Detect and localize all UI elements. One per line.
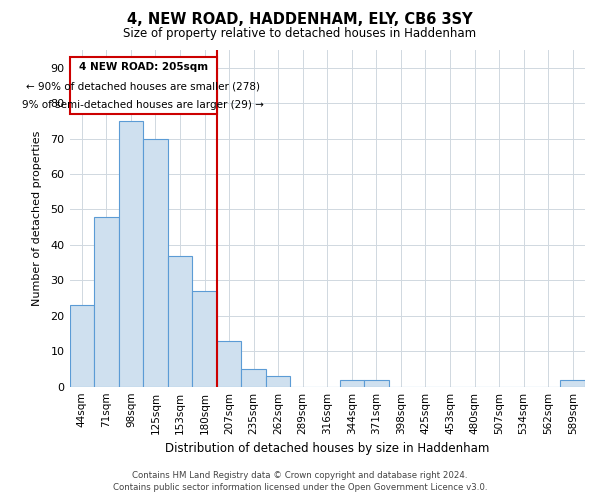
Bar bbox=[340, 380, 364, 386]
Text: Size of property relative to detached houses in Haddenham: Size of property relative to detached ho… bbox=[124, 28, 476, 40]
Text: Contains HM Land Registry data © Crown copyright and database right 2024.
Contai: Contains HM Land Registry data © Crown c… bbox=[113, 471, 487, 492]
Text: 9% of semi-detached houses are larger (29) →: 9% of semi-detached houses are larger (2… bbox=[22, 100, 264, 110]
Bar bbox=[70, 57, 217, 114]
Y-axis label: Number of detached properties: Number of detached properties bbox=[32, 130, 42, 306]
Bar bbox=[119, 121, 143, 386]
Text: 4 NEW ROAD: 205sqm: 4 NEW ROAD: 205sqm bbox=[79, 62, 208, 72]
Bar bbox=[364, 380, 389, 386]
Bar bbox=[94, 216, 119, 386]
Bar bbox=[241, 369, 266, 386]
Bar bbox=[143, 138, 167, 386]
Bar bbox=[167, 256, 192, 386]
Text: 4, NEW ROAD, HADDENHAM, ELY, CB6 3SY: 4, NEW ROAD, HADDENHAM, ELY, CB6 3SY bbox=[127, 12, 473, 28]
Bar bbox=[560, 380, 585, 386]
X-axis label: Distribution of detached houses by size in Haddenham: Distribution of detached houses by size … bbox=[165, 442, 490, 455]
Text: ← 90% of detached houses are smaller (278): ← 90% of detached houses are smaller (27… bbox=[26, 82, 260, 92]
Bar bbox=[70, 305, 94, 386]
Bar bbox=[266, 376, 290, 386]
Bar bbox=[192, 291, 217, 386]
Bar bbox=[217, 340, 241, 386]
